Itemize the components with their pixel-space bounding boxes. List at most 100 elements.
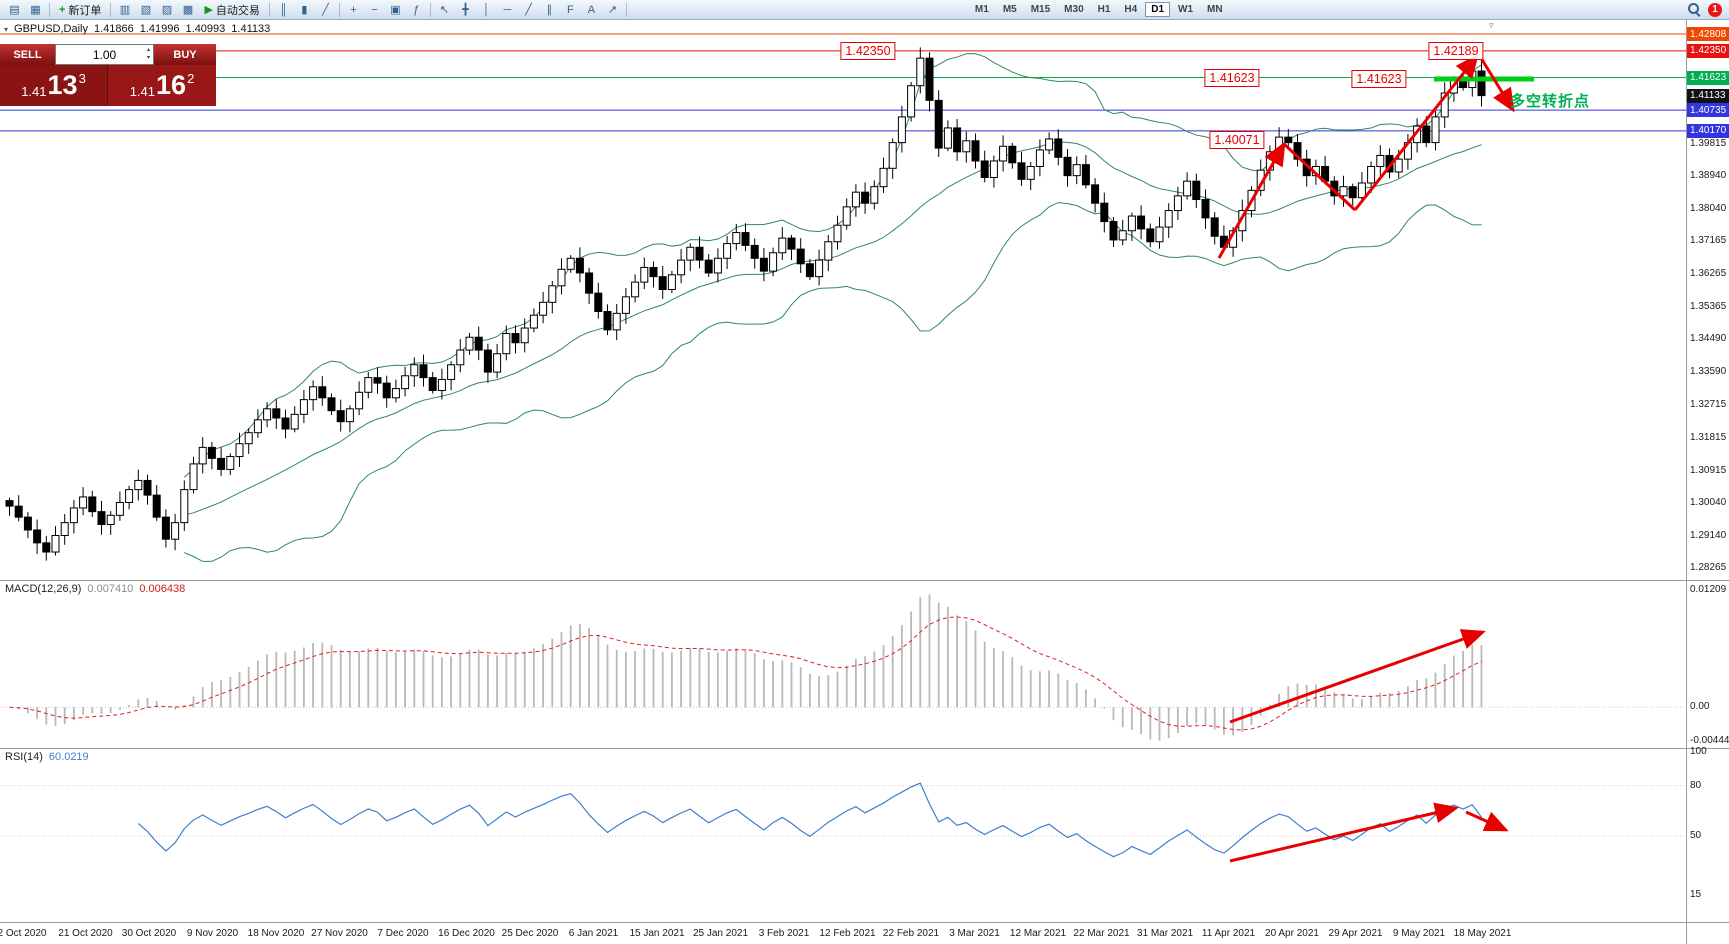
- time-axis[interactable]: 2 Oct 2020 21 Oct 2020 30 Oct 2020 9 Nov 20…: [0, 924, 1686, 944]
- candle: [1201, 199, 1210, 219]
- volume-spinner[interactable]: ▴ ▾: [145, 46, 152, 62]
- toolbar: ▤ ▦ + 新订单 ▥ ▧ ▨ ▩ ▶ 自动交易 ║ ▮ ╱ + − ▣ ƒ ↖ ╋ │ ─ ╱ ∥ F A ↗ M1 M5 M15 M3…: [0, 0, 1729, 20]
- quote-high: 1.41996: [139, 23, 180, 35]
- candle: [640, 266, 649, 283]
- chart-profiles-icon[interactable]: ▦: [26, 2, 45, 18]
- spin-down-icon[interactable]: ▾: [146, 55, 150, 61]
- candle: [907, 85, 916, 118]
- timeframe-m5-button[interactable]: M5: [1002, 4, 1017, 15]
- price-scale-label: 1.31815: [1690, 431, 1727, 443]
- toolbar-separator: [110, 2, 112, 17]
- price-annotation-label[interactable]: 1.41623: [1351, 70, 1407, 88]
- price-scale-label: 1.39815: [1690, 137, 1727, 149]
- candle: [1173, 195, 1182, 212]
- navigator-icon-icon: ▨: [161, 4, 173, 16]
- buy-button[interactable]: BUY: [154, 44, 216, 65]
- candle: [861, 191, 870, 204]
- zoom-out-icon[interactable]: −: [365, 2, 384, 18]
- candle: [732, 232, 741, 245]
- date-label: 16 Dec 2020: [438, 928, 495, 939]
- price-annotation-label[interactable]: 1.42189: [1428, 42, 1484, 60]
- timeframe-h4-button[interactable]: H4: [1124, 4, 1138, 15]
- trend-arrow[interactable]: [1465, 810, 1509, 832]
- sell-price-display[interactable]: 1.41 13 3: [0, 65, 108, 106]
- terminal-icon[interactable]: ▩: [178, 2, 197, 18]
- candle: [14, 505, 23, 518]
- candle: [1035, 149, 1044, 167]
- candle: [1192, 180, 1201, 201]
- candle: [1118, 230, 1127, 241]
- fibonacci-icon[interactable]: F: [561, 2, 580, 18]
- bar-chart-icon[interactable]: ║: [274, 2, 293, 18]
- candle: [557, 268, 566, 287]
- trend-arrow[interactable]: [1353, 53, 1479, 211]
- price-annotation-label[interactable]: 1.40071: [1209, 131, 1265, 149]
- candle: [1431, 116, 1440, 144]
- volume-field[interactable]: ▴▾: [55, 44, 154, 65]
- market-watch-icon[interactable]: ▥: [115, 2, 134, 18]
- indicators-icon[interactable]: ƒ: [407, 2, 426, 18]
- price-annotation-label[interactable]: 1.42350: [840, 42, 896, 60]
- new-chart-icon[interactable]: ▤: [5, 2, 24, 18]
- trend-arrow[interactable]: [1229, 802, 1459, 863]
- price-annotation-label[interactable]: 1.41623: [1204, 69, 1260, 87]
- candle: [134, 479, 143, 491]
- candle: [244, 432, 253, 445]
- horizontal-line-icon[interactable]: ─: [498, 2, 517, 18]
- trend-arrow[interactable]: [1479, 57, 1515, 113]
- text-label-icon[interactable]: A: [582, 2, 601, 18]
- navigator-icon[interactable]: ▨: [157, 2, 176, 18]
- timeframe-m15-button[interactable]: M15: [1030, 4, 1051, 15]
- notification-badge[interactable]: 1: [1708, 2, 1722, 17]
- candle: [548, 285, 557, 303]
- timeframe-d1-button[interactable]: D1: [1145, 2, 1171, 17]
- candle: [713, 257, 722, 274]
- search-icon[interactable]: [1688, 3, 1701, 16]
- candle: [1357, 182, 1366, 199]
- timeframe-m1-button[interactable]: M1: [974, 4, 989, 15]
- macd-signal-value: 0.006438: [139, 583, 186, 595]
- vertical-line-icon[interactable]: │: [477, 2, 496, 18]
- new-order-button[interactable]: + 新订单: [54, 2, 106, 18]
- candle: [161, 516, 170, 540]
- zoom-in-icon[interactable]: +: [344, 2, 363, 18]
- macd-indicator-label: MACD(12,26,9) 0.007410 0.006438: [5, 583, 185, 595]
- autotrade-button[interactable]: ▶ 自动交易: [199, 2, 264, 18]
- crosshair-icon[interactable]: ╋: [456, 2, 475, 18]
- arrows-tool-icon[interactable]: ↗: [603, 2, 622, 18]
- spin-up-icon[interactable]: ▴: [146, 47, 150, 53]
- candle: [336, 410, 345, 423]
- price-scale[interactable]: 1.39815 1.38940 1.38040 1.37165 1.36265 1.353…: [1687, 20, 1729, 944]
- timeframe-h1-button[interactable]: H1: [1097, 4, 1111, 15]
- timeframe-w1-button[interactable]: W1: [1178, 4, 1194, 15]
- sell-button[interactable]: SELL: [0, 44, 55, 65]
- line-chart-icon[interactable]: ╱: [316, 2, 335, 18]
- candle: [594, 292, 603, 313]
- price-level-box: 1.40170: [1687, 123, 1729, 138]
- volume-input[interactable]: [73, 46, 136, 63]
- turning-point-label[interactable]: 多空转折点: [1510, 93, 1591, 110]
- candle: [281, 417, 290, 430]
- candlestick-chart-icon[interactable]: ▮: [295, 2, 314, 18]
- timeframe-m30-button[interactable]: M30: [1064, 4, 1084, 15]
- tile-windows-icon[interactable]: ▣: [386, 2, 405, 18]
- price-scale-label: 1.29140: [1690, 529, 1727, 541]
- trendline-icon[interactable]: ╱: [519, 2, 538, 18]
- date-label: 27 Nov 2020: [311, 928, 368, 939]
- cursor-icon[interactable]: ↖: [435, 2, 454, 18]
- trend-arrow[interactable]: [1229, 629, 1486, 724]
- equidistant-channel-icon[interactable]: ∥: [540, 2, 559, 18]
- quote-header: ▾ GBPUSD,Daily 1.41866 1.41996 1.40993 1…: [4, 23, 270, 35]
- price-scale-label: 1.37165: [1690, 235, 1727, 247]
- trend-arrow[interactable]: [1217, 141, 1286, 259]
- data-window-icon[interactable]: ▧: [136, 2, 155, 18]
- oneclick-collapse-icon[interactable]: ▾: [4, 24, 9, 34]
- timeframe-mn-button[interactable]: MN: [1207, 4, 1223, 15]
- trend-arrow[interactable]: [1282, 142, 1357, 212]
- date-label: 12 Feb 2021: [819, 928, 876, 939]
- candle: [318, 386, 327, 399]
- candle: [529, 314, 538, 329]
- crosshair-icon-icon: ╋: [462, 4, 469, 16]
- buy-price-display[interactable]: 1.41 16 2: [108, 65, 216, 106]
